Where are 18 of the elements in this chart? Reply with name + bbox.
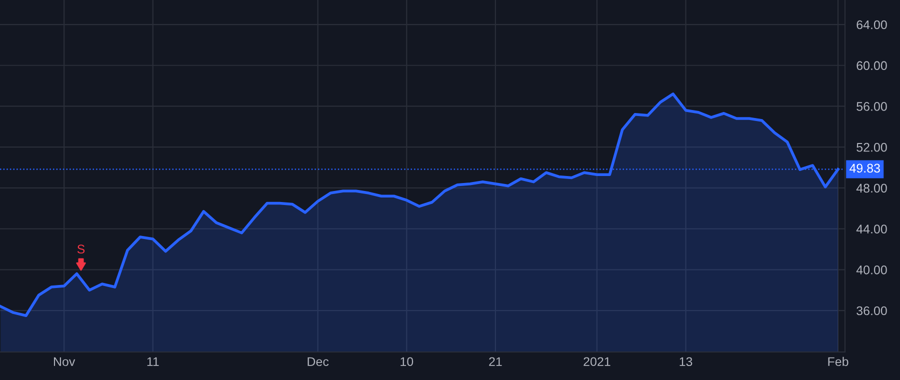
x-tick-label: 10	[400, 357, 414, 366]
y-tick-label: 56.00	[856, 102, 887, 111]
x-tick-label: Nov	[54, 357, 76, 366]
x-tick-label: 21	[489, 357, 502, 366]
y-tick-label: 60.00	[856, 61, 887, 70]
y-tick-label: 48.00	[856, 184, 887, 193]
x-tick-label: 13	[680, 357, 692, 366]
x-tick-label: Feb	[828, 356, 848, 366]
ref-line-label: 49.83	[850, 164, 880, 173]
x-tick-label: 2021	[584, 357, 610, 366]
y-tick-label: 36.00	[856, 306, 887, 316]
annotation: S	[77, 244, 85, 254]
x-tick-label: 11	[147, 357, 159, 366]
x-tick-label: Dec	[308, 357, 329, 366]
y-tick-label: 52.00	[856, 142, 887, 152]
y-tick-label: 44.00	[856, 224, 887, 234]
y-tick-label: 40.00	[856, 265, 887, 274]
y-tick-label: 64.00	[856, 20, 887, 30]
